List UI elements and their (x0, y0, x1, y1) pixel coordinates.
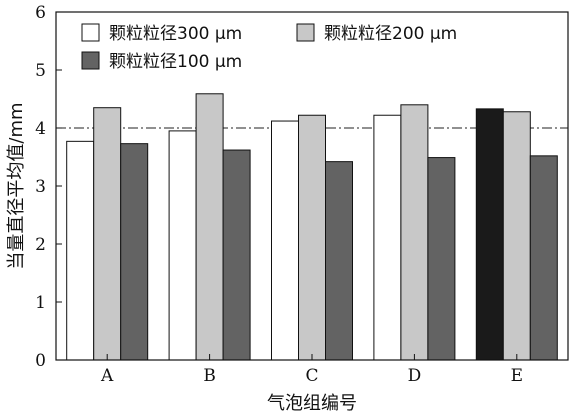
bar-C-s1 (271, 120, 299, 361)
x-tick-label: A (100, 366, 114, 386)
legend: 颗粒粒径300 μm 颗粒粒径200 μm 颗粒粒径100 μm (81, 23, 457, 72)
x-tick-label: C (305, 366, 318, 386)
legend-swatch-1 (81, 23, 100, 42)
bar-A-s1 (66, 140, 95, 361)
ticks-layer: 0 1 2 3 4 5 6 A B C D E (35, 3, 523, 386)
legend-label-3: 颗粒粒径100 μm (109, 52, 242, 72)
bar-A-s2 (93, 107, 122, 361)
bar-D-s3 (427, 157, 456, 361)
bar-E-s2 (502, 111, 531, 361)
legend-label-2: 颗粒粒径200 μm (324, 24, 457, 44)
bar-B-s1 (168, 130, 197, 361)
y-axis-title: 当量直径平均值/mm (6, 102, 27, 269)
legend-label-1: 颗粒粒径300 μm (109, 24, 242, 44)
y-tick-label: 5 (35, 61, 46, 81)
x-tick-label: D (408, 366, 422, 386)
bar-C-s3 (325, 161, 353, 361)
x-tick-label: E (511, 366, 523, 386)
bar-C-s2 (298, 114, 326, 361)
x-axis-title: 气泡组编号 (267, 393, 357, 414)
bar-B-s3 (222, 149, 251, 361)
bar-A-s3 (120, 143, 149, 361)
legend-swatch-2 (296, 23, 315, 42)
y-tick-label: 0 (35, 351, 46, 371)
bar-E-s3 (529, 155, 558, 361)
legend-swatch-3 (81, 51, 100, 70)
bar-B-s2 (195, 93, 224, 361)
y-tick-label: 4 (35, 119, 46, 139)
y-tick-label: 6 (35, 3, 46, 23)
y-tick-label: 3 (35, 177, 46, 197)
bar-E-s1 (475, 108, 504, 361)
y-tick-label: 2 (35, 235, 46, 255)
bars-layer (66, 93, 558, 361)
bar-D-s2 (400, 104, 429, 361)
bar-D-s1 (373, 114, 402, 361)
x-tick-label: B (203, 366, 216, 386)
y-tick-label: 1 (35, 293, 46, 313)
